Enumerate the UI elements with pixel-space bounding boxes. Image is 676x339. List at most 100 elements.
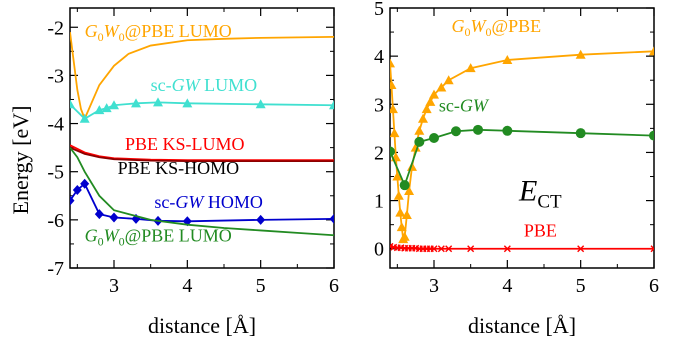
- data-point-sc-gw: [390, 146, 395, 157]
- data-point-pbe: [445, 245, 453, 253]
- annotation-g0w0-homo: G0W0@PBE LUMO: [85, 226, 232, 249]
- series-sc-gw: [390, 124, 654, 191]
- data-point-sc-gw-homo: [109, 212, 119, 223]
- x-tick-label: 3: [109, 275, 119, 297]
- data-point-g0w0-pbe: [649, 46, 654, 56]
- data-point-g0w0-pbe: [393, 190, 404, 200]
- series-line-sc-gw-homo: [70, 182, 334, 223]
- data-point-sc-gw-lumo: [182, 98, 193, 108]
- data-point-pbe: [467, 245, 475, 253]
- right-annotations: G0W0@PBE sc-GW ECT PBE: [439, 16, 562, 241]
- series-line-g0w0-pbe-lumo: [70, 31, 334, 122]
- y-tick-label: 4: [374, 46, 384, 68]
- right-x-axis-label: distance [Å]: [468, 313, 576, 338]
- x-tick-label: 5: [576, 275, 586, 297]
- data-point-g0w0-pbe: [401, 210, 412, 220]
- data-point-sc-gw-lumo: [101, 103, 112, 113]
- left-x-axis-label: distance [Å]: [148, 313, 256, 338]
- data-point-g0w0-pbe: [390, 80, 397, 90]
- series-g0w0-pbe-homo: [70, 147, 334, 237]
- data-point-sc-gw: [414, 136, 425, 147]
- y-tick-label: 2: [374, 142, 384, 164]
- series-line-sc-gw-lumo: [70, 101, 334, 120]
- annotation-scgw-lumo: sc-GW LUMO: [151, 75, 258, 95]
- data-point-sc-gw-homo: [94, 209, 104, 220]
- data-point-sc-gw: [649, 130, 654, 141]
- data-point-g0w0-pbe: [390, 58, 395, 68]
- data-point-pbe: [430, 245, 438, 253]
- y-tick-label: 0: [374, 239, 384, 261]
- data-point-sc-gw-lumo: [329, 100, 334, 110]
- data-point-sc-gw: [429, 133, 439, 143]
- y-tick-label: 3: [374, 94, 384, 116]
- series-line-pbe-ks-homo: [70, 146, 334, 163]
- data-point-sc-gw-lumo: [255, 99, 266, 109]
- series-sc-gw-lumo: [70, 97, 334, 123]
- x-tick-label: 3: [429, 275, 439, 297]
- annotation-pbe-ks-homo: PBE KS-HOMO: [118, 158, 240, 178]
- annotation-pbe: PBE: [524, 221, 557, 241]
- left-y-axis-label: Energy [eV]: [8, 106, 33, 215]
- data-point-sc-gw-lumo: [94, 105, 105, 115]
- data-point-g0w0-pbe: [396, 222, 407, 232]
- x-tick-label: 6: [329, 275, 339, 297]
- data-point-g0w0-pbe: [414, 125, 425, 135]
- data-point-sc-gw-homo: [329, 213, 334, 224]
- left-tick-marks: 3 4 5 6 -7 -6 -5 -4 -3 -2: [47, 8, 339, 297]
- x-tick-label: 5: [256, 275, 266, 297]
- left-series-layer: [70, 31, 334, 237]
- y-tick-label: -5: [47, 162, 64, 184]
- data-point-sc-gw-homo: [80, 178, 90, 189]
- y-tick-label: 1: [374, 191, 384, 213]
- data-point-sc-gw-homo: [70, 195, 75, 206]
- data-point-sc-gw: [473, 124, 483, 135]
- data-point-pbe: [503, 245, 511, 253]
- series-sc-gw-homo: [70, 178, 334, 227]
- y-tick-label: 5: [374, 0, 384, 20]
- series-pbe-ks-lumo: [70, 144, 334, 162]
- left-annotations: G0W0@PBE LUMO sc-GW LUMO PBE KS-LUMO PBE…: [85, 21, 263, 249]
- right-tick-marks: 3 4 5 6 0 1 2 3 4 5: [374, 0, 659, 297]
- right-panel: distance [Å] 3 4 5 6 0 1 2 3 4 5 G0W0@PBE sc-GW E…: [374, 0, 659, 338]
- series-line-g0w0-pbe-homo: [70, 147, 334, 237]
- data-point-g0w0-pbe: [575, 49, 586, 59]
- left-panel: Energy [eV] distance [Å] 3 4 5 6 -7 -6 -5 -4 -3 -…: [8, 7, 339, 338]
- data-point-g0w0-pbe: [425, 96, 436, 106]
- data-point-sc-gw-lumo: [70, 99, 75, 109]
- y-tick-label: -3: [47, 65, 64, 87]
- data-point-sc-gw-lumo: [79, 113, 90, 123]
- series-pbe-ks-homo: [70, 146, 334, 163]
- data-point-g0w0-pbe: [395, 207, 406, 217]
- x-tick-label: 4: [182, 275, 192, 297]
- data-point-sc-gw: [502, 125, 513, 136]
- data-point-g0w0-pbe: [390, 104, 398, 114]
- data-point-g0w0-pbe: [429, 89, 439, 99]
- data-point-sc-gw: [575, 128, 586, 139]
- data-point-g0w0-pbe: [502, 55, 513, 64]
- annotation-scgw-homo: sc-GW HOMO: [154, 192, 263, 212]
- y-tick-label: -4: [47, 114, 64, 136]
- data-point-g0w0-pbe: [418, 113, 428, 123]
- data-point-sc-gw: [399, 180, 410, 191]
- data-point-g0w0-pbe: [390, 128, 400, 138]
- x-tick-label: 4: [502, 275, 512, 297]
- y-tick-label: -6: [47, 210, 64, 232]
- data-point-g0w0-pbe: [465, 63, 476, 73]
- data-point-sc-gw-lumo: [131, 98, 141, 108]
- right-series-layer: [390, 46, 654, 253]
- series-line-g0w0-pbe: [390, 50, 654, 242]
- data-point-g0w0-pbe: [404, 185, 415, 195]
- data-point-g0w0-pbe: [443, 75, 454, 85]
- data-point-pbe: [437, 245, 445, 253]
- x-tick-label: 6: [649, 275, 659, 297]
- data-point-g0w0-pbe: [436, 82, 447, 92]
- series-line-pbe-ks-lumo: [70, 144, 334, 162]
- annotation-g0w0-lumo: G0W0@PBE LUMO: [85, 21, 232, 44]
- data-point-sc-gw-lumo: [153, 97, 163, 107]
- left-plot-frame: [69, 7, 335, 269]
- annotation-g0w0-pbe: G0W0@PBE: [452, 16, 542, 39]
- data-point-g0w0-pbe: [410, 142, 421, 152]
- data-point-sc-gw-homo: [256, 214, 266, 225]
- series-g0w0-pbe: [390, 46, 654, 244]
